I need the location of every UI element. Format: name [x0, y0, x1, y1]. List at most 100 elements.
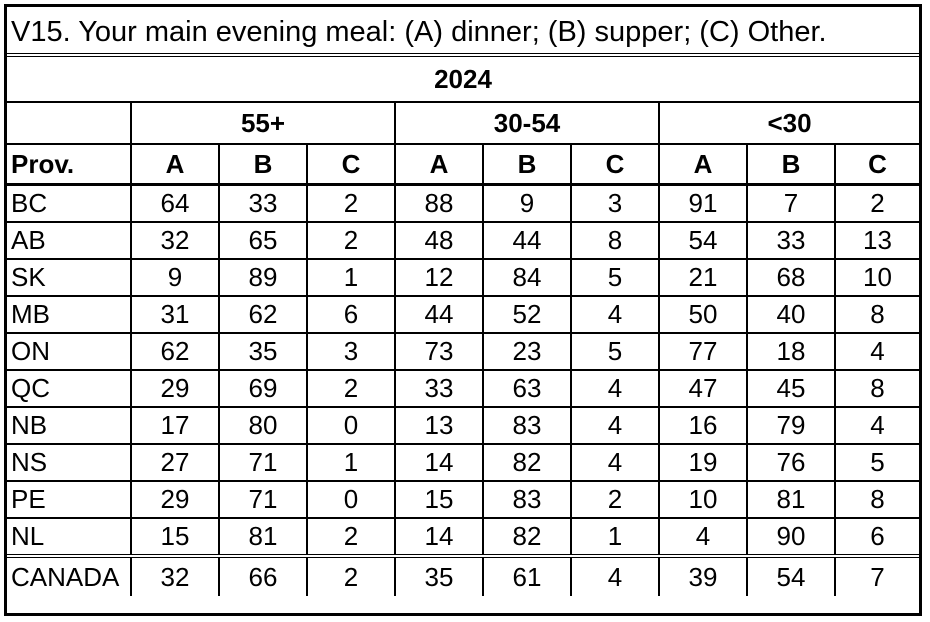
- value-cell: 81: [746, 480, 836, 519]
- value-cell: 3: [570, 183, 660, 223]
- province-cell: ON: [7, 332, 132, 371]
- total-row: CANADA 32 66 2 35 61 4 39 54 7: [7, 554, 920, 596]
- value-cell: 8: [833, 369, 920, 408]
- value-cell: 7: [833, 554, 920, 596]
- value-cell: 80: [218, 406, 308, 445]
- value-cell: 8: [833, 480, 920, 519]
- value-cell: 16: [658, 406, 748, 445]
- province-cell: NL: [7, 517, 132, 557]
- value-cell: 68: [746, 258, 836, 297]
- value-cell: 0: [306, 480, 396, 519]
- value-cell: 33: [746, 221, 836, 260]
- column-header-row: Prov. A B C A B C A B C: [7, 143, 920, 186]
- value-cell: 9: [130, 258, 220, 297]
- age-group-header: 55+: [130, 101, 396, 145]
- value-cell: 88: [394, 183, 484, 223]
- value-cell: 4: [570, 554, 660, 596]
- age-group-header: 30-54: [394, 101, 660, 145]
- province-cell: BC: [7, 183, 132, 223]
- value-cell: 29: [130, 369, 220, 408]
- value-cell: 2: [306, 369, 396, 408]
- year-header: 2024: [7, 57, 920, 103]
- value-cell: 4: [658, 517, 748, 557]
- value-cell: 64: [130, 183, 220, 223]
- value-cell: 44: [394, 295, 484, 334]
- value-cell: 15: [130, 517, 220, 557]
- value-cell: 31: [130, 295, 220, 334]
- value-cell: 10: [833, 258, 920, 297]
- year-row: 2024: [7, 57, 920, 103]
- table-row: ON 62 35 3 73 23 5 77 18 4: [7, 332, 920, 371]
- value-cell: 47: [658, 369, 748, 408]
- value-cell: 77: [658, 332, 748, 371]
- value-cell: 10: [658, 480, 748, 519]
- answer-column-header: A: [130, 143, 220, 186]
- value-cell: 5: [570, 258, 660, 297]
- value-cell: 19: [658, 443, 748, 482]
- value-cell: 1: [306, 443, 396, 482]
- value-cell: 1: [570, 517, 660, 557]
- value-cell: 1: [306, 258, 396, 297]
- answer-column-header: C: [570, 143, 660, 186]
- value-cell: 40: [746, 295, 836, 334]
- province-cell: NS: [7, 443, 132, 482]
- value-cell: 35: [394, 554, 484, 596]
- value-cell: 61: [482, 554, 572, 596]
- value-cell: 14: [394, 517, 484, 557]
- value-cell: 54: [746, 554, 836, 596]
- province-cell: MB: [7, 295, 132, 334]
- value-cell: 50: [658, 295, 748, 334]
- value-cell: 9: [482, 183, 572, 223]
- value-cell: 2: [306, 221, 396, 260]
- empty-corner-cell: [7, 101, 132, 145]
- value-cell: 66: [218, 554, 308, 596]
- value-cell: 8: [570, 221, 660, 260]
- value-cell: 91: [658, 183, 748, 223]
- value-cell: 8: [833, 295, 920, 334]
- value-cell: 62: [218, 295, 308, 334]
- answer-column-header: C: [306, 143, 396, 186]
- value-cell: 27: [130, 443, 220, 482]
- table-row: NL 15 81 2 14 82 1 4 90 6: [7, 517, 920, 557]
- value-cell: 4: [833, 406, 920, 445]
- value-cell: 14: [394, 443, 484, 482]
- table-row: PE 29 71 0 15 83 2 10 81 8: [7, 480, 920, 519]
- value-cell: 2: [306, 183, 396, 223]
- value-cell: 3: [306, 332, 396, 371]
- answer-column-header: A: [394, 143, 484, 186]
- table-row: BC 64 33 2 88 9 3 91 7 2: [7, 183, 920, 223]
- value-cell: 5: [570, 332, 660, 371]
- value-cell: 84: [482, 258, 572, 297]
- age-group-header: <30: [657, 101, 920, 145]
- table-row: NB 17 80 0 13 83 4 16 79 4: [7, 406, 920, 445]
- province-column-header: Prov.: [7, 143, 132, 186]
- value-cell: 2: [306, 554, 396, 596]
- value-cell: 32: [130, 554, 220, 596]
- survey-table-frame: V15. Your main evening meal: (A) dinner;…: [4, 4, 922, 616]
- value-cell: 13: [833, 221, 920, 260]
- value-cell: 6: [833, 517, 920, 557]
- value-cell: 17: [130, 406, 220, 445]
- value-cell: 52: [482, 295, 572, 334]
- value-cell: 81: [218, 517, 308, 557]
- value-cell: 21: [658, 258, 748, 297]
- value-cell: 2: [570, 480, 660, 519]
- answer-column-header: B: [218, 143, 308, 186]
- value-cell: 82: [482, 517, 572, 557]
- table-row: MB 31 62 6 44 52 4 50 40 8: [7, 295, 920, 334]
- value-cell: 82: [482, 443, 572, 482]
- value-cell: 33: [218, 183, 308, 223]
- value-cell: 4: [570, 406, 660, 445]
- value-cell: 79: [746, 406, 836, 445]
- value-cell: 29: [130, 480, 220, 519]
- value-cell: 69: [218, 369, 308, 408]
- value-cell: 62: [130, 332, 220, 371]
- answer-column-header: A: [658, 143, 748, 186]
- value-cell: 18: [746, 332, 836, 371]
- value-cell: 32: [130, 221, 220, 260]
- value-cell: 73: [394, 332, 484, 371]
- value-cell: 4: [570, 369, 660, 408]
- value-cell: 7: [746, 183, 836, 223]
- value-cell: 76: [746, 443, 836, 482]
- value-cell: 35: [218, 332, 308, 371]
